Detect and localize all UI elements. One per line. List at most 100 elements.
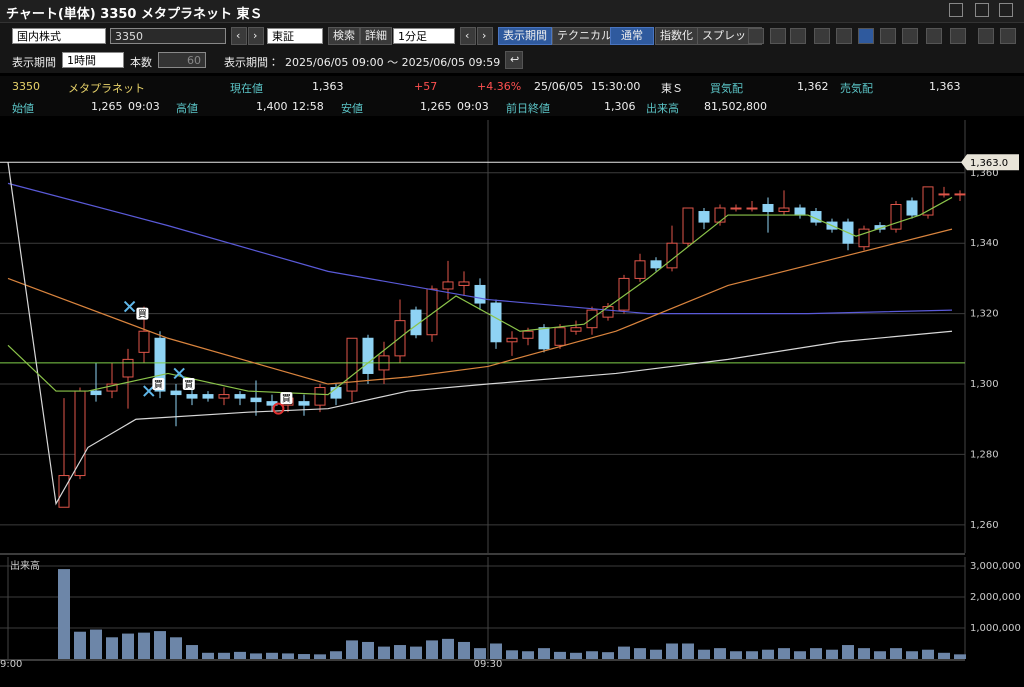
volume-bar bbox=[58, 569, 70, 659]
technical-button[interactable]: テクニカル bbox=[552, 27, 617, 45]
change: +57 bbox=[414, 80, 438, 93]
volume-bar bbox=[506, 650, 518, 659]
volume-bar bbox=[266, 652, 278, 659]
index-button[interactable]: 指数化 bbox=[655, 27, 698, 45]
period-label: 表示期間 bbox=[12, 56, 56, 69]
volume-bar bbox=[426, 640, 438, 659]
title-bar: チャート(単体) 3350 メタプラネット 東Ｓ bbox=[0, 0, 1024, 23]
volume-bar bbox=[202, 652, 214, 659]
candle-body bbox=[330, 387, 342, 399]
volume-label: 出来高 bbox=[646, 102, 679, 115]
bid-label: 買気配 bbox=[710, 82, 743, 95]
bid: 1,362 bbox=[797, 80, 829, 93]
normal-button[interactable]: 通常 bbox=[610, 27, 654, 45]
volume-bar bbox=[282, 653, 294, 659]
candle-body bbox=[442, 281, 454, 290]
interval-select[interactable]: 1分足 bbox=[393, 28, 455, 44]
tool-icon[interactable] bbox=[748, 28, 764, 44]
volume-bar bbox=[474, 648, 486, 659]
candle-body bbox=[170, 390, 182, 396]
high: 1,400 bbox=[256, 100, 288, 113]
prev-button[interactable]: ‹ bbox=[231, 27, 247, 45]
prev-label: 前日終値 bbox=[506, 102, 550, 115]
tool-icon[interactable] bbox=[902, 28, 918, 44]
volume-bar bbox=[666, 643, 678, 659]
volume-bar bbox=[570, 652, 582, 659]
toolbar: 国内株式 3350 ‹ › 東証 検索 詳細 1分足 ‹ › 表示期間 テクニカ… bbox=[0, 23, 1024, 73]
range-label: 表示期間： bbox=[224, 56, 279, 69]
tool-icon[interactable] bbox=[858, 28, 874, 44]
tool-icon[interactable] bbox=[790, 28, 806, 44]
period-button[interactable]: 表示期間 bbox=[498, 27, 552, 45]
candle-body bbox=[122, 358, 134, 378]
tool-icon[interactable] bbox=[1000, 28, 1016, 44]
next-button[interactable]: › bbox=[248, 27, 264, 45]
y-tick-label: 3,000,000 bbox=[970, 561, 1021, 572]
circle-mark bbox=[272, 402, 285, 415]
candle-body bbox=[602, 306, 614, 318]
exchange-select[interactable]: 東証 bbox=[267, 28, 323, 44]
spread-button[interactable]: スプレッド bbox=[697, 27, 762, 45]
volume-bar bbox=[74, 631, 86, 659]
quote-panel: 3350 メタプラネット 現在値 1,363 +57 +4.36% 25/06/… bbox=[0, 76, 1024, 116]
open: 1,265 bbox=[91, 100, 123, 113]
volume-bar bbox=[170, 637, 182, 659]
tool-icon[interactable] bbox=[814, 28, 830, 44]
prev-button[interactable]: ‹ bbox=[460, 27, 476, 45]
candle-body bbox=[714, 207, 726, 223]
volume-bar bbox=[586, 651, 598, 659]
volume-bar bbox=[330, 651, 342, 659]
volume-bar bbox=[922, 649, 934, 659]
candle-body bbox=[506, 337, 518, 343]
candle-body bbox=[938, 193, 950, 196]
moving-average bbox=[7, 162, 953, 506]
cross-mark bbox=[173, 367, 185, 380]
volume-bar bbox=[826, 649, 838, 659]
range-value: 2025/06/05 09:00 ～ 2025/06/05 09:59 bbox=[285, 56, 501, 69]
signal-label: 買 bbox=[154, 380, 163, 391]
quote-name: メタプラネット bbox=[68, 82, 145, 95]
minimize[interactable] bbox=[949, 3, 963, 17]
candle-body bbox=[874, 225, 886, 230]
tool-icon[interactable] bbox=[926, 28, 942, 44]
market-select[interactable]: 国内株式 bbox=[12, 28, 106, 44]
candle-body bbox=[778, 207, 790, 213]
volume-bar bbox=[618, 646, 630, 659]
volume-bar bbox=[794, 651, 806, 659]
candle-body bbox=[298, 401, 310, 406]
candle-body bbox=[138, 330, 150, 353]
next-button[interactable]: › bbox=[477, 27, 493, 45]
volume-bar bbox=[138, 632, 150, 659]
candle-body bbox=[730, 207, 742, 210]
x-tick-label: 09:30 bbox=[474, 659, 503, 670]
search-button[interactable]: 検索 bbox=[328, 27, 360, 45]
maximize[interactable] bbox=[975, 3, 989, 17]
count-input[interactable]: 60 bbox=[158, 52, 206, 68]
candle-body bbox=[474, 284, 486, 304]
candle-body bbox=[154, 337, 166, 392]
signal-badge bbox=[280, 392, 293, 405]
tool-icon[interactable] bbox=[770, 28, 786, 44]
reset-button[interactable]: ↩ bbox=[505, 51, 523, 69]
volume-bar bbox=[250, 653, 262, 659]
chart: 1,2601,2801,3001,3201,3401,3601,363.0買買買… bbox=[0, 120, 1021, 670]
volume-bar bbox=[890, 648, 902, 659]
code-input[interactable]: 3350 bbox=[110, 28, 226, 44]
y-tick-label: 1,340 bbox=[970, 238, 999, 249]
span-select[interactable]: 1時間 bbox=[62, 52, 124, 68]
detail-button[interactable]: 詳細 bbox=[360, 27, 392, 45]
y-tick-label: 1,280 bbox=[970, 449, 999, 460]
volume-bar bbox=[106, 637, 118, 659]
volume-bar bbox=[730, 651, 742, 659]
volume-bar bbox=[954, 654, 966, 659]
window-controls[interactable] bbox=[905, 3, 1015, 19]
tool-icon[interactable] bbox=[950, 28, 966, 44]
close[interactable] bbox=[999, 3, 1013, 17]
candle-body bbox=[218, 394, 230, 399]
tool-icon[interactable] bbox=[880, 28, 896, 44]
tool-icon[interactable] bbox=[978, 28, 994, 44]
tool-icon[interactable] bbox=[836, 28, 852, 44]
y-tick-label: 1,300 bbox=[970, 379, 999, 390]
current-label: 現在値 bbox=[230, 82, 263, 95]
